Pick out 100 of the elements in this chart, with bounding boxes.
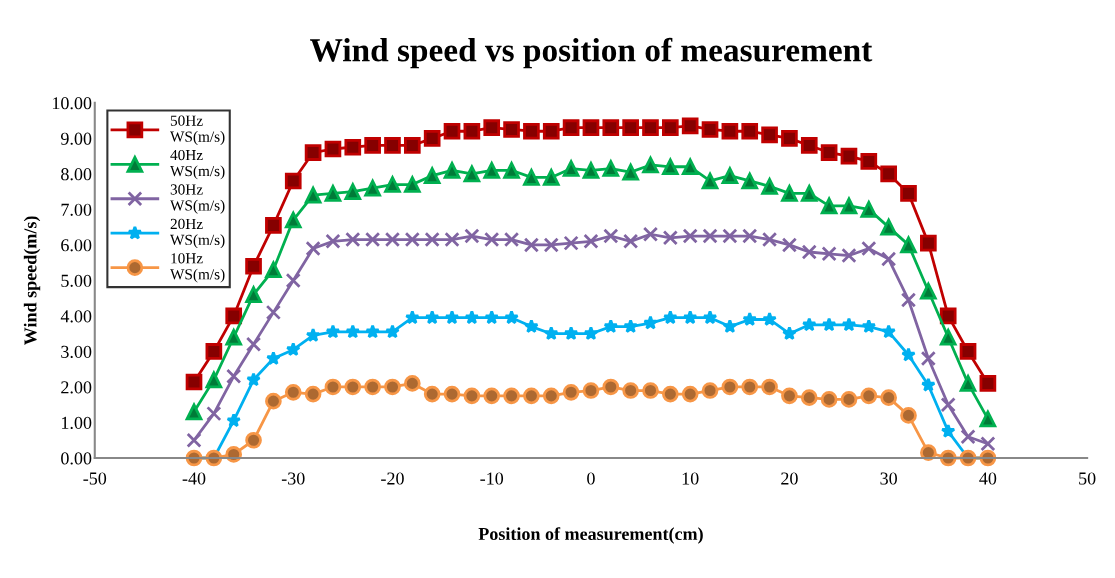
point bbox=[663, 310, 678, 325]
point bbox=[623, 318, 638, 334]
point bbox=[245, 286, 262, 303]
point bbox=[721, 122, 739, 140]
point bbox=[920, 282, 937, 300]
point bbox=[643, 315, 658, 330]
point bbox=[900, 407, 917, 424]
point bbox=[602, 119, 620, 137]
point bbox=[443, 385, 461, 403]
point bbox=[285, 342, 301, 357]
point bbox=[364, 378, 381, 396]
point bbox=[185, 373, 203, 391]
point bbox=[543, 237, 559, 253]
point bbox=[701, 382, 719, 399]
point bbox=[781, 237, 798, 253]
legend-label: 50Hz WS(m/s) bbox=[170, 115, 225, 145]
point bbox=[384, 231, 401, 248]
point bbox=[266, 350, 281, 365]
point bbox=[742, 311, 758, 326]
point bbox=[404, 231, 420, 248]
point bbox=[820, 391, 838, 408]
point bbox=[483, 119, 501, 137]
point bbox=[800, 137, 818, 154]
legend-label: 10Hz WS(m/s) bbox=[170, 253, 225, 283]
point bbox=[284, 383, 302, 401]
point bbox=[504, 310, 519, 325]
point bbox=[781, 185, 798, 202]
point bbox=[444, 231, 460, 248]
point bbox=[503, 231, 520, 248]
point bbox=[821, 317, 837, 332]
point bbox=[265, 217, 282, 234]
point bbox=[761, 231, 778, 248]
point bbox=[841, 317, 857, 332]
point bbox=[403, 176, 421, 193]
y-tick-label: 9.00 bbox=[60, 132, 92, 145]
point bbox=[523, 237, 540, 253]
point bbox=[880, 389, 897, 406]
point bbox=[225, 307, 243, 325]
point bbox=[344, 138, 362, 156]
point bbox=[960, 429, 976, 445]
point bbox=[682, 228, 698, 244]
point bbox=[742, 228, 758, 244]
point bbox=[800, 185, 818, 202]
legend-label: 30Hz WS(m/s) bbox=[170, 184, 225, 214]
point bbox=[226, 368, 242, 384]
point bbox=[840, 197, 858, 215]
point bbox=[702, 310, 718, 325]
x-tick-label: -50 bbox=[83, 472, 107, 485]
point bbox=[920, 350, 936, 367]
point bbox=[681, 117, 699, 135]
point bbox=[781, 130, 798, 147]
point bbox=[423, 167, 441, 184]
point bbox=[225, 328, 243, 346]
point bbox=[761, 378, 778, 396]
point bbox=[583, 326, 599, 341]
point bbox=[801, 317, 817, 332]
point bbox=[523, 169, 540, 186]
point bbox=[284, 172, 302, 190]
point bbox=[920, 234, 937, 252]
y-tick-label: 0.00 bbox=[61, 452, 92, 465]
point bbox=[523, 387, 540, 405]
point bbox=[801, 244, 817, 260]
point bbox=[741, 172, 759, 190]
point bbox=[344, 378, 362, 396]
point bbox=[642, 226, 659, 242]
point bbox=[404, 310, 420, 325]
point bbox=[940, 423, 956, 438]
point bbox=[503, 161, 520, 179]
point bbox=[761, 126, 778, 144]
x-tick-label: 40 bbox=[979, 472, 997, 485]
point bbox=[245, 257, 262, 275]
point bbox=[662, 230, 678, 246]
point bbox=[939, 307, 957, 325]
point bbox=[603, 228, 619, 244]
point bbox=[284, 211, 302, 229]
point bbox=[662, 385, 679, 403]
point bbox=[721, 378, 739, 396]
point bbox=[245, 336, 262, 352]
point bbox=[186, 432, 202, 448]
point bbox=[603, 318, 619, 334]
point bbox=[899, 234, 918, 254]
point bbox=[860, 387, 878, 405]
point bbox=[344, 183, 362, 200]
point bbox=[722, 228, 738, 244]
legend-label: 20Hz WS(m/s) bbox=[170, 218, 225, 249]
x-tick-label: 10 bbox=[682, 472, 699, 485]
point bbox=[503, 387, 520, 405]
point bbox=[820, 197, 838, 215]
x-tick-label: -30 bbox=[281, 472, 305, 485]
point bbox=[781, 387, 798, 405]
point bbox=[721, 167, 739, 184]
point bbox=[384, 137, 401, 154]
point bbox=[503, 121, 520, 138]
point bbox=[484, 310, 500, 325]
point bbox=[880, 218, 897, 236]
point bbox=[464, 310, 480, 325]
point bbox=[385, 324, 400, 339]
point bbox=[226, 413, 242, 428]
point bbox=[364, 179, 381, 197]
point bbox=[563, 326, 579, 341]
